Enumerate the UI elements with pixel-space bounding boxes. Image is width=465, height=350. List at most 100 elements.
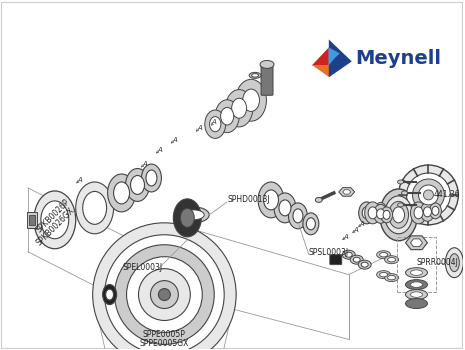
Polygon shape xyxy=(329,48,340,63)
Ellipse shape xyxy=(210,117,221,132)
Text: SPKB0026GX: SPKB0026GX xyxy=(35,206,77,248)
Circle shape xyxy=(126,257,202,332)
Ellipse shape xyxy=(232,98,246,118)
Text: SPEL0003J: SPEL0003J xyxy=(123,263,163,272)
Ellipse shape xyxy=(353,257,360,262)
Ellipse shape xyxy=(365,202,381,224)
Ellipse shape xyxy=(274,193,296,223)
Ellipse shape xyxy=(379,189,418,241)
Circle shape xyxy=(159,289,170,301)
Circle shape xyxy=(412,179,445,211)
Text: A: A xyxy=(343,234,348,240)
Ellipse shape xyxy=(362,207,371,219)
Ellipse shape xyxy=(359,202,375,224)
Ellipse shape xyxy=(288,203,307,229)
Ellipse shape xyxy=(377,209,385,219)
Ellipse shape xyxy=(405,280,427,289)
Ellipse shape xyxy=(389,201,409,228)
Text: A: A xyxy=(212,119,217,125)
Ellipse shape xyxy=(249,72,261,78)
Ellipse shape xyxy=(182,210,204,220)
Text: A: A xyxy=(157,147,162,153)
Ellipse shape xyxy=(449,254,459,272)
Ellipse shape xyxy=(379,252,388,257)
Ellipse shape xyxy=(83,191,106,224)
Ellipse shape xyxy=(126,168,149,201)
Ellipse shape xyxy=(243,89,259,111)
Ellipse shape xyxy=(398,203,404,207)
Circle shape xyxy=(93,223,236,350)
Ellipse shape xyxy=(361,262,368,267)
Ellipse shape xyxy=(381,207,392,223)
Ellipse shape xyxy=(405,289,427,300)
Ellipse shape xyxy=(342,250,355,259)
Text: SPPE0005GX: SPPE0005GX xyxy=(140,339,189,348)
Ellipse shape xyxy=(368,207,377,219)
Ellipse shape xyxy=(402,191,407,195)
Text: SPSL0003J: SPSL0003J xyxy=(309,248,349,257)
Circle shape xyxy=(424,190,433,200)
Ellipse shape xyxy=(385,256,399,264)
Ellipse shape xyxy=(220,107,234,125)
Ellipse shape xyxy=(293,209,303,223)
Ellipse shape xyxy=(398,180,404,184)
Polygon shape xyxy=(329,48,337,65)
Ellipse shape xyxy=(388,258,396,262)
Text: SPRR0004J: SPRR0004J xyxy=(417,258,458,267)
Ellipse shape xyxy=(264,190,279,210)
Ellipse shape xyxy=(303,213,319,235)
Text: Meynell: Meynell xyxy=(356,49,442,68)
Ellipse shape xyxy=(411,282,423,287)
Ellipse shape xyxy=(385,196,412,234)
Text: 441.36: 441.36 xyxy=(434,190,460,199)
Circle shape xyxy=(114,245,214,344)
Ellipse shape xyxy=(420,202,434,221)
Polygon shape xyxy=(312,65,329,77)
Ellipse shape xyxy=(146,170,157,186)
Ellipse shape xyxy=(306,218,315,230)
Ellipse shape xyxy=(374,204,388,223)
Ellipse shape xyxy=(345,252,352,257)
Ellipse shape xyxy=(107,174,135,212)
FancyBboxPatch shape xyxy=(261,65,273,95)
Text: SPPE0005P: SPPE0005P xyxy=(143,330,186,339)
Ellipse shape xyxy=(106,289,113,300)
Ellipse shape xyxy=(252,74,259,77)
Ellipse shape xyxy=(260,61,274,68)
Text: A: A xyxy=(172,137,177,143)
Ellipse shape xyxy=(377,206,384,215)
Ellipse shape xyxy=(385,274,399,282)
Ellipse shape xyxy=(315,197,322,202)
Ellipse shape xyxy=(41,201,69,239)
Ellipse shape xyxy=(414,207,423,219)
Polygon shape xyxy=(343,190,351,194)
Circle shape xyxy=(105,235,224,350)
Ellipse shape xyxy=(258,182,284,218)
Text: A: A xyxy=(77,177,82,183)
Circle shape xyxy=(406,173,451,217)
Ellipse shape xyxy=(236,79,266,121)
Circle shape xyxy=(139,269,190,321)
Ellipse shape xyxy=(358,260,371,269)
Polygon shape xyxy=(29,215,35,225)
Text: SPHD0013J: SPHD0013J xyxy=(227,195,270,204)
Ellipse shape xyxy=(377,251,391,259)
Ellipse shape xyxy=(180,208,194,227)
Text: SPKB0026P: SPKB0026P xyxy=(35,198,72,235)
Polygon shape xyxy=(312,48,329,65)
Ellipse shape xyxy=(430,203,441,219)
Text: A: A xyxy=(359,221,364,227)
Ellipse shape xyxy=(350,255,363,264)
Text: A: A xyxy=(197,125,202,131)
Polygon shape xyxy=(411,239,423,247)
Ellipse shape xyxy=(103,285,117,304)
Ellipse shape xyxy=(405,268,427,278)
Ellipse shape xyxy=(279,200,291,216)
Ellipse shape xyxy=(432,206,439,215)
Text: A: A xyxy=(142,161,147,167)
Polygon shape xyxy=(329,40,352,77)
Polygon shape xyxy=(339,188,355,196)
Ellipse shape xyxy=(215,100,239,133)
Ellipse shape xyxy=(76,182,113,234)
FancyBboxPatch shape xyxy=(330,255,342,265)
